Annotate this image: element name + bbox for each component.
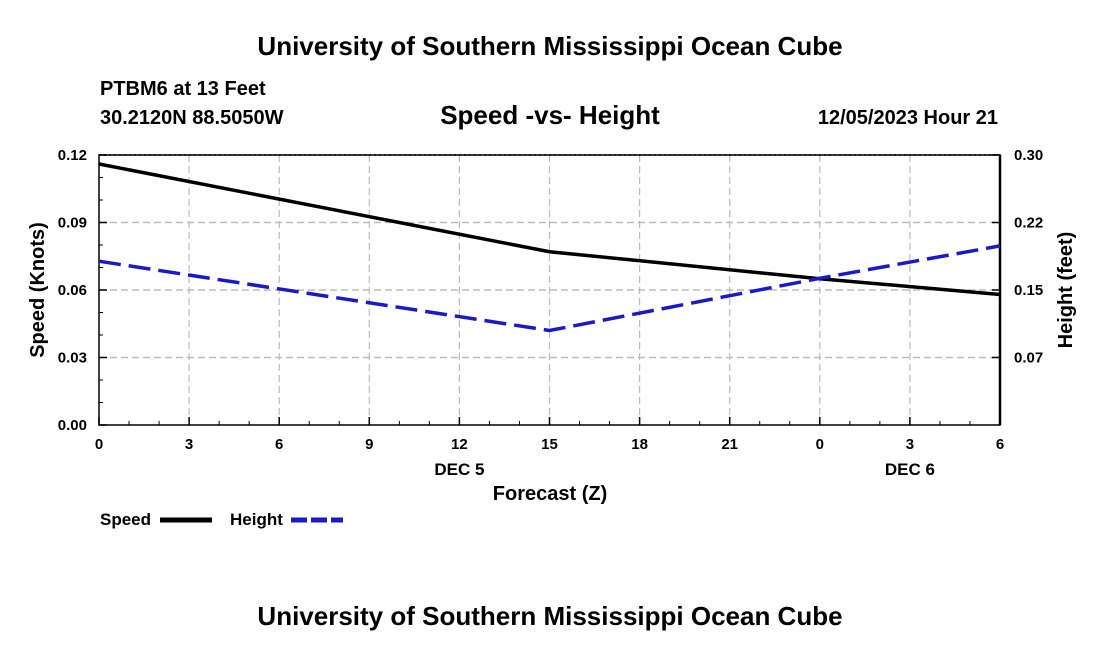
y-tick-label: 0.00: [58, 417, 87, 434]
y2-axis-label: Height (feet): [1055, 232, 1077, 349]
x-tick-label: 9: [365, 436, 373, 453]
forecast-datetime: 12/05/2023 Hour 21: [818, 107, 998, 129]
x-tick-label: 0: [95, 436, 103, 453]
legend-height-label: Height: [230, 510, 283, 529]
y2-tick-label: 0.15: [1014, 282, 1043, 299]
y2-tick-label: 0.22: [1014, 215, 1043, 232]
height-series-line: [98, 244, 1001, 333]
y-tick-label: 0.12: [58, 147, 87, 164]
legend-speed-label: Speed: [100, 510, 151, 529]
y-axis-label: Speed (Knots): [27, 222, 49, 358]
x-tick-label: 21: [721, 436, 738, 453]
footer-title: University of Southern Mississippi Ocean…: [257, 601, 842, 631]
grid: [99, 154, 1000, 425]
x-tick-label: 15: [541, 436, 558, 453]
x-axis-label: Forecast (Z): [493, 483, 607, 505]
chart-title: Speed -vs- Height: [440, 100, 660, 130]
legend: Speed Height: [100, 510, 343, 529]
y-tick-label: 0.09: [58, 215, 87, 232]
x-tick-label: 3: [906, 436, 914, 453]
y2-tick-label: 0.07: [1014, 350, 1043, 367]
x-tick-label: 6: [275, 436, 283, 453]
x-tick-label: 6: [996, 436, 1004, 453]
x-date-label: DEC 5: [434, 460, 484, 479]
y2-tick-label: 0.30: [1014, 147, 1043, 164]
series-lines: [98, 162, 1001, 333]
x-tick-label: 18: [631, 436, 648, 453]
x-tick-label: 3: [185, 436, 193, 453]
page-title: University of Southern Mississippi Ocean…: [257, 31, 842, 61]
station-coordinates: 30.2120N 88.5050W: [100, 107, 284, 129]
axes: 0 3 6 9 12 15 18 21 0 3 6 DEC 5 DEC 6 0.00 0.03 0.06 0.0…: [58, 147, 1043, 479]
speed-series-line: [98, 162, 1001, 297]
y-tick-label: 0.03: [58, 350, 87, 367]
x-date-label: DEC 6: [885, 460, 935, 479]
x-tick-label: 12: [451, 436, 468, 453]
y-tick-label: 0.06: [58, 282, 87, 299]
x-tick-label: 0: [816, 436, 824, 453]
station-label: PTBM6 at 13 Feet: [100, 78, 266, 100]
